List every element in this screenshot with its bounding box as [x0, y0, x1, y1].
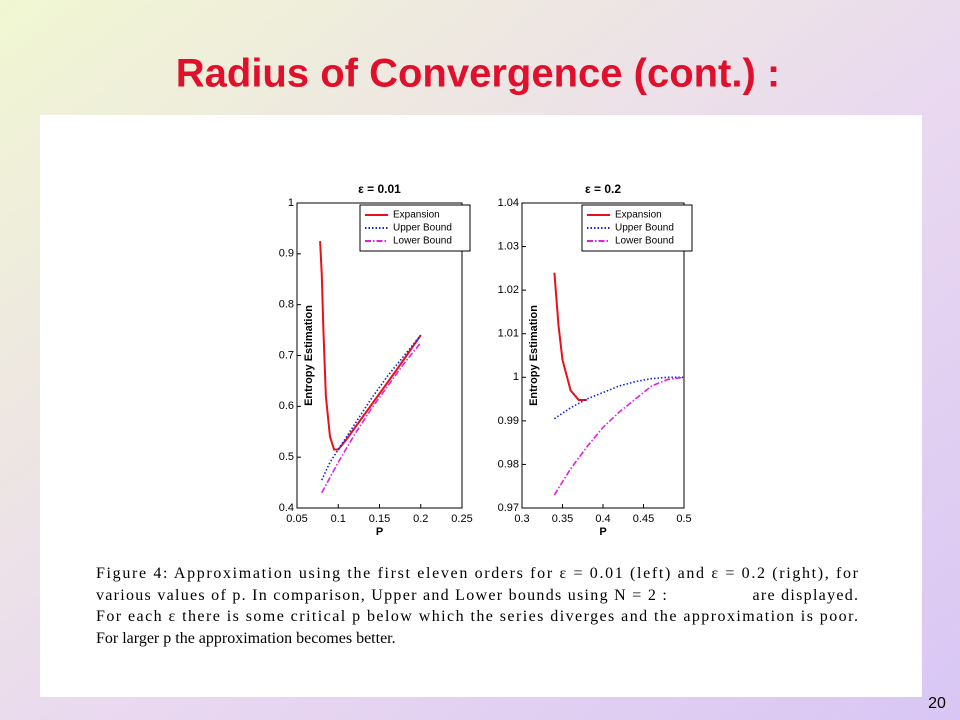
y-tick-label: 1 — [513, 371, 519, 383]
y-tick-label: 0.6 — [279, 400, 294, 412]
legend-label: Expansion — [615, 210, 662, 221]
caption-line: For each ε there is some critical p belo… — [96, 608, 858, 625]
y-tick-label: 1.03 — [498, 240, 519, 252]
x-tick-label: 0.15 — [369, 513, 390, 525]
y-tick-label: 0.5 — [279, 451, 294, 463]
y-tick-label: 1.01 — [498, 328, 519, 340]
x-axis-label: P — [376, 526, 383, 538]
x-tick-label: 0.2 — [413, 513, 428, 525]
x-tick-label: 0.05 — [286, 513, 307, 525]
series-line — [319, 241, 422, 451]
y-tick-label: 1 — [288, 197, 294, 209]
y-tick-label: 1.02 — [498, 284, 519, 296]
figure-panel — [40, 115, 922, 697]
y-tick-label: 0.7 — [279, 349, 294, 361]
y-tick-label: 0.97 — [498, 502, 519, 514]
legend-box — [581, 204, 693, 252]
legend-label: Upper Bound — [615, 223, 674, 234]
x-tick-label: 0.5 — [676, 513, 691, 525]
slide-title: Radius of Convergence (cont.) : — [176, 52, 781, 96]
chart-title: ε = 0.2 — [585, 182, 621, 196]
y-tick-label: 0.9 — [279, 248, 294, 260]
legend-label: Upper Bound — [393, 223, 452, 234]
caption-line: Figure 4: Approximation using the first … — [96, 565, 859, 582]
chart-title: ε = 0.01 — [358, 182, 401, 196]
y-tick-label: 0.98 — [498, 458, 519, 470]
legend-label: Lower Bound — [393, 236, 452, 247]
page-number: 20 — [928, 695, 946, 712]
x-tick-label: 0.45 — [633, 513, 654, 525]
y-tick-label: 1.04 — [498, 197, 519, 209]
y-tick-label: 0.8 — [279, 299, 294, 311]
caption-line: various values of p. In comparison, Uppe… — [96, 587, 858, 604]
series-line — [553, 376, 685, 496]
series-line — [553, 272, 587, 401]
y-tick-label: 0.99 — [498, 415, 519, 427]
x-tick-label: 0.35 — [552, 513, 573, 525]
legend-label: Lower Bound — [615, 236, 674, 247]
legend-box — [359, 204, 471, 252]
x-axis-label: P — [599, 526, 606, 538]
series-line — [553, 376, 684, 420]
y-axis-label: Entropy Estimation — [528, 305, 540, 406]
x-tick-label: 0.25 — [451, 513, 472, 525]
x-tick-label: 0.4 — [595, 513, 610, 525]
x-tick-label: 0.3 — [514, 513, 529, 525]
y-axis-label: Entropy Estimation — [303, 305, 315, 406]
x-tick-label: 0.1 — [331, 513, 346, 525]
legend-label: Expansion — [393, 210, 440, 221]
series-line — [321, 334, 422, 481]
series-line — [321, 342, 422, 494]
caption-line: For larger p the approximation becomes b… — [96, 630, 396, 647]
y-tick-label: 0.4 — [279, 502, 294, 514]
